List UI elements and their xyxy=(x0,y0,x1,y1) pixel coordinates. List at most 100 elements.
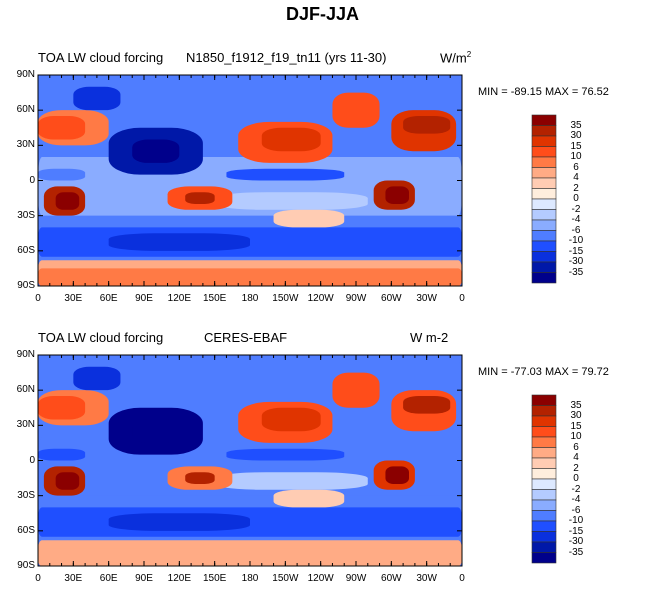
contour-region xyxy=(385,466,409,484)
contour-region xyxy=(185,192,215,204)
colorbar-level: -30 xyxy=(568,536,584,547)
lat-label: 30N xyxy=(16,139,35,151)
lat-label: 30S xyxy=(17,489,35,501)
lat-label: 90S xyxy=(17,280,35,291)
lon-label: 180 xyxy=(241,293,259,304)
lon-label: 0 xyxy=(459,293,465,304)
colorbar-level: -6 xyxy=(571,504,581,516)
lon-label: 150E xyxy=(202,573,227,584)
colorbar-swatch xyxy=(531,499,557,511)
panel-units: W/m2 xyxy=(440,50,471,65)
lon-label: 60W xyxy=(381,573,402,584)
colorbar-swatch xyxy=(531,167,557,179)
lon-label: 90E xyxy=(135,573,153,584)
lat-label: 60N xyxy=(16,104,35,116)
colorbar-swatch xyxy=(531,510,557,522)
colorbar-level: 10 xyxy=(570,431,582,442)
colorbar-swatch xyxy=(531,552,557,564)
lon-label: 0 xyxy=(459,573,465,584)
lon-label: 30E xyxy=(64,573,83,584)
colorbar-swatch xyxy=(531,405,557,417)
colorbar-level: 0 xyxy=(573,473,579,484)
contour-region xyxy=(273,209,345,228)
lat-label: 90N xyxy=(16,349,35,360)
colorbar-level: 4 xyxy=(573,172,579,183)
lat-label: 90S xyxy=(17,560,35,571)
panel-left-title: TOA LW cloud forcing xyxy=(38,330,164,345)
colorbar-level: 2 xyxy=(573,462,579,474)
colorbar-level: 35 xyxy=(570,119,582,131)
lat-label: 60S xyxy=(17,244,35,256)
contour-region xyxy=(132,139,180,163)
panel-units: W m-2 xyxy=(410,330,449,345)
lon-label: 120E xyxy=(167,573,192,584)
contour-region xyxy=(332,372,380,408)
lon-label: 0 xyxy=(35,573,41,584)
lon-label: 90W xyxy=(345,293,367,304)
colorbar-swatch xyxy=(531,114,557,126)
colorbar-swatch xyxy=(531,436,557,448)
lon-label: 90W xyxy=(345,573,367,584)
colorbar-swatch xyxy=(531,415,557,427)
lat-label: 60N xyxy=(16,384,35,396)
lon-label: 120E xyxy=(167,293,192,304)
min-max-readout: MIN = -77.03 MAX = 79.72 xyxy=(478,366,609,378)
min-label: MIN = -89.15 xyxy=(478,86,542,98)
units-base: W/m xyxy=(440,50,467,66)
colorbar-swatch xyxy=(531,426,557,438)
colorbar-swatch xyxy=(531,489,557,501)
lat-label: 30S xyxy=(17,209,35,221)
colorbar-level: -35 xyxy=(568,266,584,278)
contour-region xyxy=(214,192,368,210)
colorbar-level: 2 xyxy=(573,182,579,194)
lat-label: 0 xyxy=(29,174,35,186)
colorbar-level: -2 xyxy=(571,203,581,215)
figure-title: DJF-JJA xyxy=(285,4,360,24)
panel-center-title: N1850_f1912_f19_tn11 (yrs 11-30) xyxy=(186,50,387,65)
colorbar-swatch xyxy=(531,146,557,158)
min-label: MIN = -77.03 xyxy=(478,366,542,378)
lat-label: 30N xyxy=(16,419,35,431)
units-sup: 2 xyxy=(466,50,472,59)
lat-label: 0 xyxy=(29,454,35,466)
colorbar-swatch xyxy=(531,209,557,221)
lon-label: 150E xyxy=(202,293,227,304)
lon-label: 60E xyxy=(99,293,118,304)
lon-label: 120W xyxy=(307,293,334,304)
min-max-readout: MIN = -89.15 MAX = 76.52 xyxy=(478,86,609,98)
colorbar-swatch xyxy=(531,251,557,263)
contour-region xyxy=(38,116,86,140)
contour-region xyxy=(185,472,215,484)
colorbar-level: 30 xyxy=(570,130,582,141)
contour-region xyxy=(108,513,251,531)
colorbar-level: -2 xyxy=(571,483,581,495)
contour-region xyxy=(385,186,409,204)
contour-region xyxy=(403,396,451,414)
contour-region xyxy=(214,472,368,490)
colorbar-level: -15 xyxy=(568,525,584,537)
lon-label: 120W xyxy=(307,573,334,584)
lon-label: 150W xyxy=(272,293,299,304)
colorbar-swatch xyxy=(531,177,557,189)
colorbar-level: 0 xyxy=(573,193,579,204)
colorbar-swatch xyxy=(531,261,557,273)
lon-label: 60E xyxy=(99,573,118,584)
contour-region xyxy=(38,448,86,461)
panel-left-title: TOA LW cloud forcing xyxy=(38,50,164,65)
colorbar-level: 35 xyxy=(570,399,582,411)
colorbar-swatch xyxy=(531,135,557,147)
contour-region xyxy=(261,127,321,152)
colorbar-level: 15 xyxy=(570,420,582,432)
contour-region xyxy=(73,86,121,111)
max-label: MAX = 79.72 xyxy=(544,366,609,378)
lon-label: 0 xyxy=(35,293,41,304)
colorbar-level: -35 xyxy=(568,546,584,558)
colorbar-swatch xyxy=(531,531,557,543)
colorbar-level: 30 xyxy=(570,410,582,421)
colorbar-level: 6 xyxy=(573,161,579,173)
colorbar-level: -15 xyxy=(568,245,584,257)
max-label: MAX = 76.52 xyxy=(544,86,609,98)
colorbar-swatch xyxy=(531,394,557,406)
contour-region xyxy=(132,419,180,443)
colorbar-swatch xyxy=(531,468,557,480)
